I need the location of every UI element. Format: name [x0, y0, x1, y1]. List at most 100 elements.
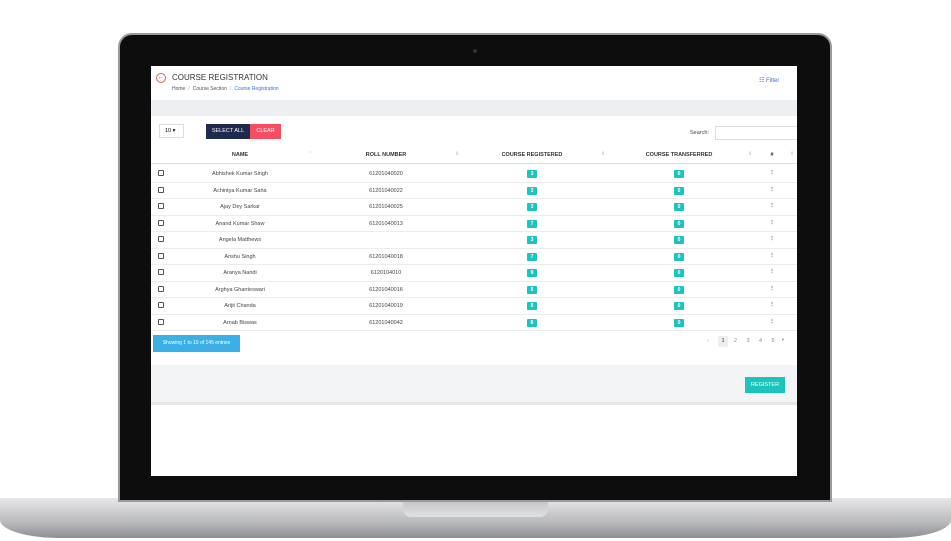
- breadcrumb-separator: /: [188, 86, 190, 92]
- row-menu[interactable]: ⋮: [769, 252, 775, 259]
- entries-info: Showing 1 to 10 of 145 entries: [153, 335, 240, 352]
- roll-number: 61201040042: [369, 319, 403, 326]
- filter-button[interactable]: ☷ Filter: [759, 78, 780, 84]
- registered-badge: 7: [527, 219, 537, 228]
- search-input[interactable]: [715, 126, 797, 140]
- student-name: Angela Matthews: [218, 237, 262, 243]
- table-row: Ajay Dey Sarkar 61201040025 3 0 ⋮: [151, 199, 797, 216]
- table-row: Achintya Kumar Saha 61201040022 3 0 ⋮: [151, 183, 797, 199]
- table-row: Arnab Biswas 61201040042 6 0 ⋮: [151, 315, 797, 331]
- transferred-badge: 0: [674, 186, 684, 195]
- column-header: ROLL NUMBER: [365, 152, 407, 158]
- table-row: Arghya Ghanteswari 61201040016 5 0 ⋮: [151, 282, 797, 298]
- page-link[interactable]: 5: [771, 338, 775, 344]
- page-size: 10: [165, 128, 172, 134]
- clear-button[interactable]: CLEAR: [250, 124, 281, 139]
- camera: [473, 49, 477, 53]
- row-menu[interactable]: ⋮: [769, 170, 775, 176]
- roll-number: 61201040016: [369, 286, 403, 293]
- registered-badge: 5: [527, 302, 537, 310]
- row-menu[interactable]: ⋮: [769, 318, 775, 325]
- sort-icon[interactable]: ⇕: [790, 151, 795, 157]
- row-menu[interactable]: ⋮: [769, 285, 775, 292]
- breadcrumb-item[interactable]: Home: [172, 86, 186, 92]
- student-name: Arijit Chanda: [224, 303, 256, 309]
- sort-icon[interactable]: ⇕: [748, 151, 753, 157]
- header-row: NAME ⌃ ROLL NUMBER ⇕ COURSE REGISTERED ⇕ COURS…: [151, 146, 797, 164]
- transferred-badge: 0: [674, 170, 684, 178]
- row-checkbox[interactable]: [158, 219, 164, 226]
- select-all-button[interactable]: SELECT ALL: [206, 124, 250, 139]
- column-header: COURSE TRANSFERRED: [645, 152, 713, 158]
- roll-number: 61201040018: [369, 253, 403, 260]
- page-link[interactable]: 3: [746, 338, 750, 344]
- table-row: Angela Matthews 3 0 ⋮: [151, 232, 797, 249]
- registered-badge: 3: [527, 170, 537, 178]
- row-menu[interactable]: ⋮: [769, 269, 775, 275]
- prev-page[interactable]: ‹: [707, 338, 709, 344]
- next-page[interactable]: ›: [782, 337, 784, 343]
- roll-number: 61201040025: [369, 204, 403, 210]
- column-header: COURSE REGISTERED: [501, 152, 563, 158]
- table-row: Anshu Singh 61201040018 7 0 ⋮: [151, 249, 797, 265]
- row-checkbox[interactable]: [158, 203, 164, 209]
- search-label: Search:: [690, 130, 709, 136]
- register-button[interactable]: REGISTER: [745, 377, 785, 393]
- registered-badge: 6: [527, 318, 537, 327]
- transferred-badge: 0: [674, 252, 684, 261]
- row-checkbox[interactable]: [158, 318, 164, 325]
- transferred-badge: 0: [674, 236, 684, 244]
- screen: ← COURSE REGISTRATION Home / Course Sectio…: [151, 66, 797, 476]
- student-name: Anshu Singh: [224, 253, 256, 260]
- transferred-badge: 0: [674, 219, 684, 228]
- back-button[interactable]: ←: [156, 73, 166, 83]
- roll-number: 61201040022: [369, 187, 403, 194]
- page-link[interactable]: 2: [733, 338, 738, 344]
- roll-number: 61201040019: [369, 303, 403, 309]
- transferred-badge: 0: [674, 318, 684, 327]
- student-name: Arnab Biswas: [223, 319, 257, 326]
- row-menu[interactable]: ⋮: [769, 186, 775, 193]
- roll-number: 6120104010: [370, 270, 402, 276]
- breadcrumb-separator: /: [229, 86, 232, 92]
- laptop-notch: [403, 500, 548, 517]
- row-menu[interactable]: ⋮: [769, 302, 775, 308]
- roll-number: 61201040020: [369, 171, 403, 177]
- column-header: #: [770, 152, 774, 158]
- registered-badge: 3: [527, 186, 537, 195]
- sort-icon[interactable]: ⇕: [455, 151, 460, 157]
- breadcrumb-item[interactable]: Course Section: [192, 86, 227, 92]
- pagination: ‹ 1 2 3 4 5 ›: [707, 336, 797, 348]
- row-checkbox[interactable]: [158, 186, 164, 193]
- filter-label: Filter: [766, 78, 780, 84]
- registered-badge: 3: [527, 203, 537, 211]
- column-header: NAME: [231, 152, 249, 158]
- registered-badge: 9: [527, 269, 537, 277]
- page-link[interactable]: 1: [718, 336, 728, 347]
- row-checkbox[interactable]: [158, 252, 164, 259]
- row-checkbox[interactable]: [158, 269, 164, 275]
- divider-band: [151, 100, 797, 116]
- row-menu[interactable]: ⋮: [769, 219, 775, 226]
- row-checkbox[interactable]: [158, 236, 164, 242]
- row-checkbox[interactable]: [158, 302, 164, 308]
- roll-number: 61201040013: [369, 220, 403, 227]
- student-name: Aranya Nandi: [223, 270, 257, 276]
- table-row: Aranya Nandi 6120104010 9 0 ⋮: [151, 265, 797, 282]
- transferred-badge: 0: [674, 269, 684, 277]
- transferred-badge: 0: [674, 302, 684, 310]
- sort-icon[interactable]: ⇕: [601, 151, 606, 157]
- table-row: Arijit Chanda 61201040019 5 0 ⋮: [151, 298, 797, 315]
- page-link[interactable]: 4: [758, 338, 763, 344]
- student-name: Arghya Ghanteswari: [215, 286, 265, 293]
- breadcrumb-item: Course Registration: [234, 86, 279, 92]
- row-checkbox[interactable]: [158, 285, 164, 292]
- row-menu[interactable]: ⋮: [769, 236, 775, 242]
- row-checkbox[interactable]: [158, 170, 164, 176]
- table-row: Abhishek Kumar Singh 61201040020 3 0 ⋮: [151, 166, 797, 183]
- row-menu[interactable]: ⋮: [769, 203, 775, 209]
- sort-icon[interactable]: ⌃: [308, 151, 313, 157]
- page-size-select[interactable]: 10 ▾: [159, 124, 184, 138]
- breadcrumb: Home / Course Section / Course Registration: [172, 86, 279, 92]
